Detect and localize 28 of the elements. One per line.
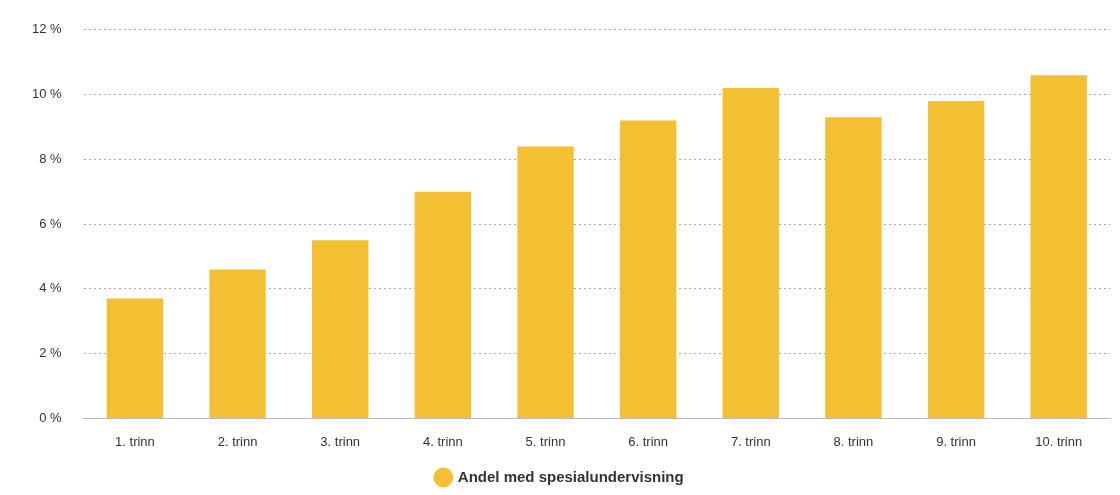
bar: [825, 117, 882, 418]
x-tick-label: 6. trinn: [628, 433, 669, 449]
x-tick-label: 2. trinn: [217, 433, 258, 449]
x-tick-label: 7. trinn: [730, 433, 771, 449]
x-tick-label: 8. trinn: [833, 433, 874, 449]
y-tick-label: 2 %: [39, 345, 63, 361]
bar: [1030, 75, 1087, 418]
bar: [517, 146, 574, 418]
y-tick-label: 4 %: [39, 280, 63, 296]
y-tick-label: 6 %: [39, 215, 63, 231]
bar: [414, 191, 472, 418]
x-tick-label: 10. trinn: [1035, 433, 1083, 449]
bar: [927, 101, 985, 418]
x-tick-label: 1. trinn: [115, 433, 155, 449]
x-tick-label: 9. trinn: [936, 433, 976, 449]
bar: [722, 88, 779, 418]
y-tick-label: 8 %: [39, 150, 63, 166]
bar: [106, 298, 164, 418]
x-tick-label: 5. trinn: [525, 433, 566, 449]
bar: [209, 269, 266, 418]
y-tick-label: 10 %: [31, 86, 63, 102]
y-tick-label: 0 %: [39, 409, 63, 425]
bar: [619, 120, 677, 418]
legend-label: Andel med spesialundervisning: [457, 467, 684, 485]
x-tick-label: 3. trinn: [320, 433, 361, 449]
bar: [312, 240, 369, 418]
y-tick-label: 12 %: [31, 21, 63, 37]
x-tick-label: 4. trinn: [422, 433, 463, 449]
